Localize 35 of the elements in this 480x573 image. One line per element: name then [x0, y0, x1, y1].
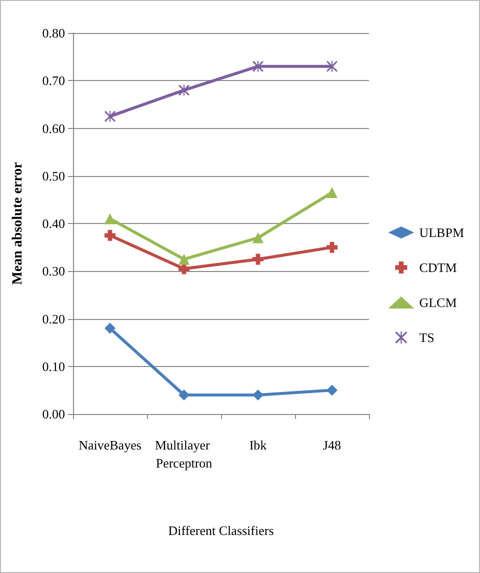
point — [104, 230, 116, 241]
point — [104, 322, 116, 334]
y-axis-title: Mean absolute error — [10, 162, 26, 285]
point — [326, 60, 338, 72]
point — [252, 389, 264, 400]
y-tick-label: 0.60 — [42, 120, 65, 136]
legend-label: GLCM — [419, 295, 458, 310]
point — [178, 254, 190, 265]
y-tick-label: 0.20 — [42, 311, 65, 326]
y-tick-label: 0.70 — [42, 73, 65, 88]
x-axis-title: Different Classifiers — [168, 523, 274, 538]
legend-label: TS — [419, 330, 434, 345]
y-tick-label: 0.40 — [42, 216, 65, 231]
point — [104, 110, 116, 122]
point — [326, 187, 338, 198]
y-tick-label: 0.30 — [42, 264, 65, 279]
point — [252, 254, 264, 265]
point — [178, 389, 190, 400]
legend-label: CDTM — [419, 260, 458, 275]
point — [252, 60, 264, 72]
point — [326, 384, 338, 396]
y-tick-label: 0.00 — [42, 406, 65, 422]
y-tick-label: 0.50 — [42, 168, 65, 184]
x-tick-label: Ibk — [249, 438, 268, 452]
legend-label: ULBPM — [419, 225, 464, 240]
y-tick-label: 0.80 — [42, 26, 65, 40]
y-tick-label: 0.10 — [42, 358, 65, 374]
point — [252, 232, 264, 244]
point — [178, 84, 190, 96]
x-tick-label: J48 — [322, 438, 342, 452]
point — [178, 263, 190, 274]
x-tick-label: Multilayer Perceptron — [154, 438, 214, 470]
point — [104, 213, 116, 224]
x-tick-label: NaiveBayes — [78, 438, 142, 452]
point — [326, 242, 338, 253]
